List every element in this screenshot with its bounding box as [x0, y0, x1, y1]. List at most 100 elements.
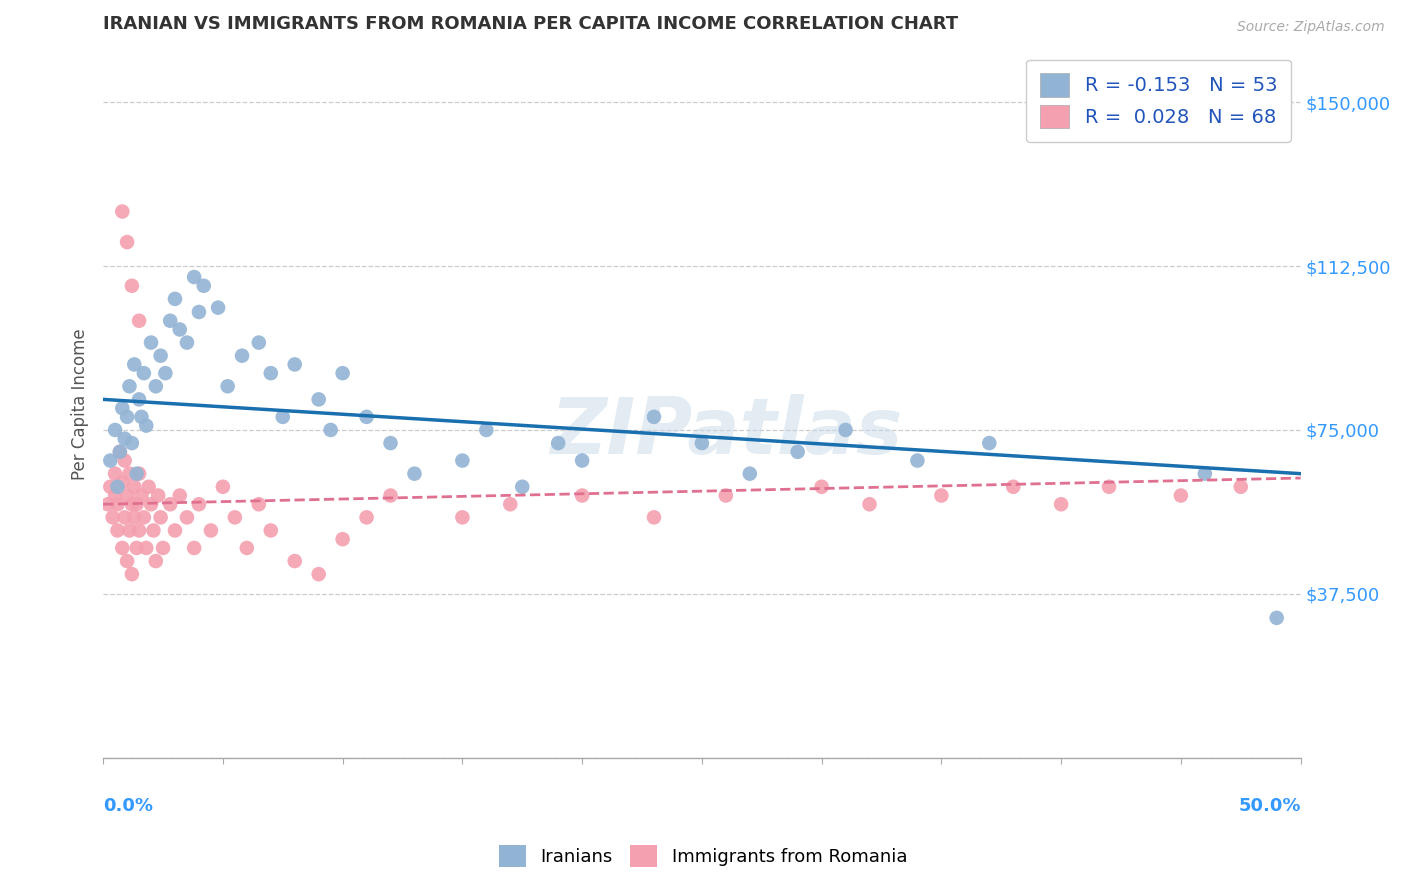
Point	[1002, 480, 1025, 494]
Point	[121, 278, 143, 293]
Point	[104, 489, 127, 503]
Point	[212, 480, 235, 494]
Point	[207, 301, 229, 315]
Point	[111, 541, 134, 555]
Point	[183, 270, 205, 285]
Point	[907, 453, 929, 467]
Point	[138, 480, 160, 494]
Point	[200, 524, 222, 538]
Point	[145, 554, 167, 568]
Point	[108, 445, 131, 459]
Point	[169, 489, 191, 503]
Point	[135, 418, 157, 433]
Point	[308, 392, 330, 407]
Point	[810, 480, 832, 494]
Point	[128, 392, 150, 407]
Point	[121, 497, 143, 511]
Point	[308, 567, 330, 582]
Point	[108, 445, 131, 459]
Y-axis label: Per Capita Income: Per Capita Income	[72, 328, 89, 480]
Point	[122, 480, 145, 494]
Point	[224, 510, 246, 524]
Point	[260, 366, 283, 380]
Text: ZIPatlas: ZIPatlas	[550, 394, 903, 470]
Point	[121, 436, 143, 450]
Point	[128, 314, 150, 328]
Point	[510, 480, 533, 494]
Point	[217, 379, 239, 393]
Point	[380, 436, 402, 450]
Point	[139, 335, 162, 350]
Point	[115, 554, 138, 568]
Point	[176, 335, 198, 350]
Point	[451, 453, 474, 467]
Text: IRANIAN VS IMMIGRANTS FROM ROMANIA PER CAPITA INCOME CORRELATION CHART: IRANIAN VS IMMIGRANTS FROM ROMANIA PER C…	[103, 15, 959, 33]
Point	[380, 489, 402, 503]
Point	[547, 436, 569, 450]
Text: 0.0%: 0.0%	[103, 797, 153, 814]
Point	[159, 497, 181, 511]
Point	[571, 453, 593, 467]
Point	[786, 445, 808, 459]
Point	[231, 349, 253, 363]
Point	[247, 497, 270, 511]
Point	[98, 480, 121, 494]
Point	[107, 480, 129, 494]
Point	[125, 497, 148, 511]
Point	[499, 497, 522, 511]
Point	[111, 475, 134, 490]
Point	[132, 510, 155, 524]
Point	[931, 489, 953, 503]
Point	[122, 510, 145, 524]
Point	[1050, 497, 1073, 511]
Point	[114, 510, 136, 524]
Point	[356, 409, 378, 424]
Point	[475, 423, 498, 437]
Point	[142, 524, 165, 538]
Point	[163, 292, 186, 306]
Point	[131, 409, 153, 424]
Point	[193, 278, 215, 293]
Point	[115, 235, 138, 249]
Point	[284, 554, 307, 568]
Point	[159, 314, 181, 328]
Point	[132, 366, 155, 380]
Point	[111, 401, 134, 416]
Point	[187, 305, 209, 319]
Point	[260, 524, 283, 538]
Point	[1265, 611, 1288, 625]
Point	[121, 567, 143, 582]
Point	[247, 335, 270, 350]
Point	[1170, 489, 1192, 503]
Point	[128, 524, 150, 538]
Point	[101, 510, 124, 524]
Legend: Iranians, Immigrants from Romania: Iranians, Immigrants from Romania	[491, 838, 915, 874]
Point	[114, 453, 136, 467]
Point	[125, 541, 148, 555]
Point	[319, 423, 342, 437]
Point	[236, 541, 259, 555]
Point	[714, 489, 737, 503]
Point	[148, 489, 170, 503]
Point	[152, 541, 174, 555]
Point	[738, 467, 761, 481]
Point	[643, 510, 665, 524]
Legend: R = -0.153   N = 53, R =  0.028   N = 68: R = -0.153 N = 53, R = 0.028 N = 68	[1026, 60, 1291, 142]
Point	[107, 524, 129, 538]
Text: 50.0%: 50.0%	[1239, 797, 1301, 814]
Point	[163, 524, 186, 538]
Point	[118, 467, 141, 481]
Point	[118, 524, 141, 538]
Point	[332, 366, 354, 380]
Point	[131, 489, 153, 503]
Point	[98, 453, 121, 467]
Point	[125, 467, 148, 481]
Point	[145, 379, 167, 393]
Point	[332, 532, 354, 546]
Point	[139, 497, 162, 511]
Point	[115, 489, 138, 503]
Point	[149, 510, 172, 524]
Point	[176, 510, 198, 524]
Point	[690, 436, 713, 450]
Point	[1229, 480, 1251, 494]
